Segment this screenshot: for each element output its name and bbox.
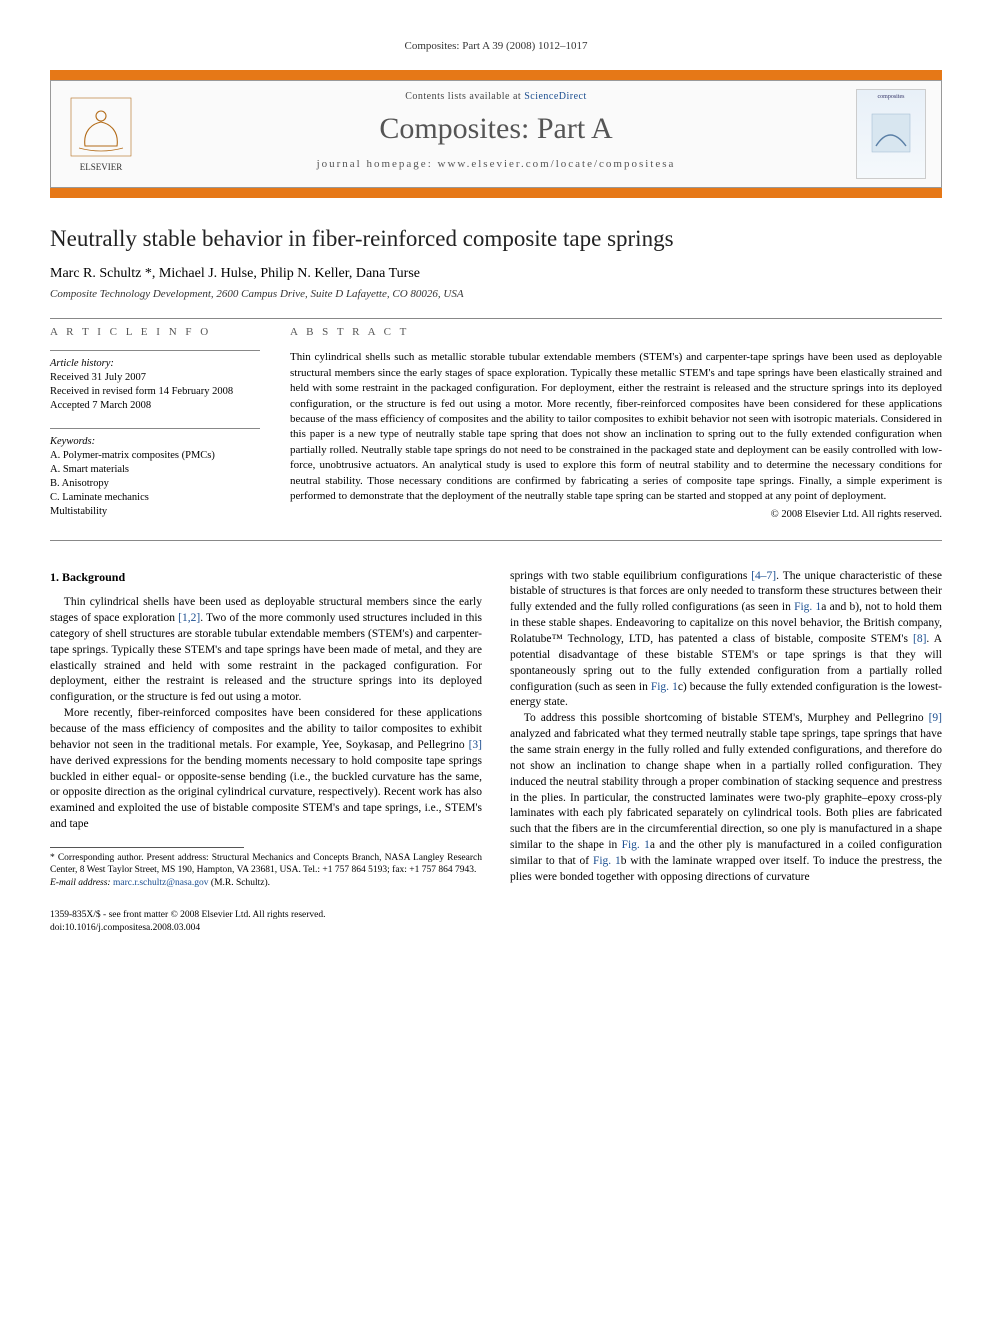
footnote-rule bbox=[50, 847, 244, 848]
abstract: A B S T R A C T Thin cylindrical shells … bbox=[290, 325, 942, 534]
journal-cover-thumb: composites bbox=[856, 89, 926, 179]
article-info: A R T I C L E I N F O Article history: R… bbox=[50, 325, 260, 534]
footnote-email-line: E-mail address: marc.r.schultz@nasa.gov … bbox=[50, 877, 482, 889]
history-item: Accepted 7 March 2008 bbox=[50, 399, 260, 413]
keyword: C. Laminate mechanics bbox=[50, 491, 260, 505]
history-item: Received in revised form 14 February 200… bbox=[50, 385, 260, 399]
homepage-label: journal homepage: bbox=[317, 158, 438, 170]
figure-ref[interactable]: Fig. 1 bbox=[622, 839, 650, 851]
keywords-label: Keywords: bbox=[50, 435, 260, 449]
article-title: Neutrally stable behavior in fiber-reinf… bbox=[50, 226, 942, 252]
journal-header: ELSEVIER Contents lists available at Sci… bbox=[50, 80, 942, 188]
affiliation: Composite Technology Development, 2600 C… bbox=[50, 288, 942, 300]
journal-header-center: Contents lists available at ScienceDirec… bbox=[151, 81, 841, 187]
svg-text:ELSEVIER: ELSEVIER bbox=[80, 162, 123, 172]
abstract-heading: A B S T R A C T bbox=[290, 325, 942, 340]
citation[interactable]: [3] bbox=[469, 739, 482, 751]
figure-ref[interactable]: Fig. 1 bbox=[794, 601, 821, 613]
keywords: Keywords: A. Polymer-matrix composites (… bbox=[50, 435, 260, 520]
elsevier-logo: ELSEVIER bbox=[65, 94, 137, 174]
abstract-copyright: © 2008 Elsevier Ltd. All rights reserved… bbox=[290, 508, 942, 523]
meta-row: A R T I C L E I N F O Article history: R… bbox=[50, 325, 942, 534]
contents-prefix: Contents lists available at bbox=[405, 91, 524, 102]
keyword: A. Smart materials bbox=[50, 463, 260, 477]
journal-cover-container: composites bbox=[841, 81, 941, 187]
citation[interactable]: [1,2] bbox=[178, 612, 200, 624]
body-columns: 1. Background Thin cylindrical shells ha… bbox=[50, 569, 942, 889]
figure-ref[interactable]: Fig. 1 bbox=[593, 855, 621, 867]
citation[interactable]: [4–7] bbox=[751, 570, 776, 582]
top-orange-rule bbox=[50, 70, 942, 80]
corresponding-author-footnote: * Corresponding author. Present address:… bbox=[50, 852, 482, 889]
email-label: E-mail address: bbox=[50, 878, 113, 888]
figure-ref[interactable]: Fig. 1 bbox=[651, 681, 678, 693]
email-who: (M.R. Schultz). bbox=[209, 878, 270, 888]
publisher-logo-container: ELSEVIER bbox=[51, 81, 151, 187]
journal-name: Composites: Part A bbox=[151, 112, 841, 146]
cover-caption: composites bbox=[878, 94, 905, 100]
section-heading: 1. Background bbox=[50, 569, 482, 586]
citation[interactable]: [9] bbox=[929, 712, 942, 724]
history-item: Received 31 July 2007 bbox=[50, 371, 260, 385]
journal-homepage-line: journal homepage: www.elsevier.com/locat… bbox=[151, 158, 841, 170]
meta-top-rule bbox=[50, 318, 942, 319]
keyword: Multistability bbox=[50, 505, 260, 519]
email-link[interactable]: marc.r.schultz@nasa.gov bbox=[113, 878, 209, 888]
citation[interactable]: [8] bbox=[913, 633, 926, 645]
keyword: A. Polymer-matrix composites (PMCs) bbox=[50, 449, 260, 463]
authors: Marc R. Schultz *, Michael J. Hulse, Phi… bbox=[50, 266, 942, 282]
page-footer: 1359-835X/$ - see front matter © 2008 El… bbox=[50, 909, 942, 935]
body-paragraph: Thin cylindrical shells have been used a… bbox=[50, 595, 482, 706]
meta-bottom-rule bbox=[50, 540, 942, 541]
body-paragraph: More recently, fiber-reinforced composit… bbox=[50, 706, 482, 833]
body-paragraph: To address this possible shortcoming of … bbox=[510, 711, 942, 885]
keyword: B. Anisotropy bbox=[50, 477, 260, 491]
bottom-orange-rule bbox=[50, 188, 942, 198]
sciencedirect-link[interactable]: ScienceDirect bbox=[524, 91, 587, 102]
contents-available-line: Contents lists available at ScienceDirec… bbox=[151, 91, 841, 102]
article-history: Article history: Received 31 July 2007 R… bbox=[50, 357, 260, 414]
article-info-heading: A R T I C L E I N F O bbox=[50, 325, 260, 340]
body-paragraph: springs with two stable equilibrium conf… bbox=[510, 569, 942, 712]
article-info-rule-1 bbox=[50, 350, 260, 351]
homepage-url: www.elsevier.com/locate/compositesa bbox=[438, 158, 676, 170]
abstract-text: Thin cylindrical shells such as metallic… bbox=[290, 350, 942, 504]
footnote-corr: * Corresponding author. Present address:… bbox=[50, 852, 482, 877]
page: Composites: Part A 39 (2008) 1012–1017 E… bbox=[0, 0, 992, 975]
issn-line: 1359-835X/$ - see front matter © 2008 El… bbox=[50, 909, 942, 922]
running-head: Composites: Part A 39 (2008) 1012–1017 bbox=[50, 40, 942, 52]
doi-line: doi:10.1016/j.compositesa.2008.03.004 bbox=[50, 922, 942, 935]
history-label: Article history: bbox=[50, 357, 260, 371]
article-info-rule-2 bbox=[50, 428, 260, 429]
